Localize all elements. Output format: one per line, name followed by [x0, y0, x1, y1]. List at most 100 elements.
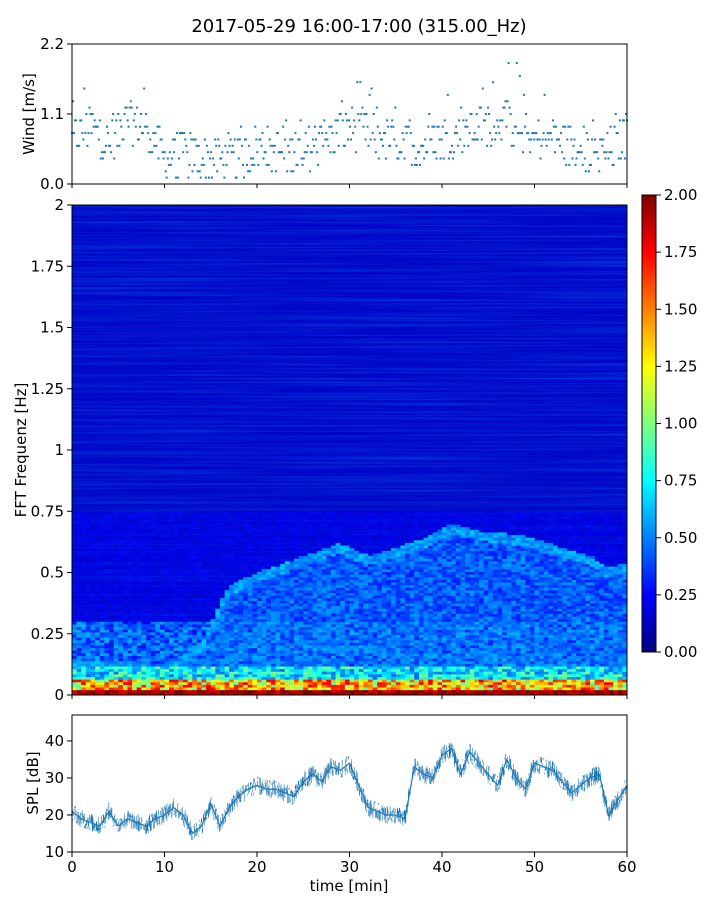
spectrogram-cell	[104, 571, 110, 575]
spectrogram-cell	[326, 569, 332, 573]
spectrogram-cell	[270, 521, 276, 525]
spectrogram-cell	[104, 540, 110, 544]
spectrogram-cell	[210, 592, 216, 596]
spectrogram-cell	[127, 655, 133, 659]
spectrogram-cell	[136, 537, 142, 541]
wind-point	[375, 106, 378, 109]
spectrogram-cell	[81, 511, 87, 515]
spectrogram-cell	[252, 584, 258, 588]
spectrogram-cell	[192, 689, 198, 693]
spectrogram-cell	[335, 679, 341, 683]
spectrogram-cell	[261, 561, 267, 565]
spectrogram-cell	[243, 574, 249, 578]
spectrogram-cell	[335, 650, 341, 654]
spectrogram-cell	[284, 524, 290, 528]
spectrogram-cell	[187, 671, 193, 675]
spectrogram-cell	[233, 553, 239, 557]
spectrogram-cell	[220, 524, 226, 528]
wind-point	[137, 138, 140, 141]
spectrogram-cell	[196, 653, 202, 657]
spectrogram-cell	[90, 532, 96, 536]
spectrogram-cell	[164, 592, 170, 596]
spectrogram-cell	[141, 637, 147, 641]
spectrogram-cell	[354, 548, 360, 552]
spectrogram-cell	[104, 611, 110, 615]
spectrogram-cell	[109, 642, 115, 646]
spectrogram-cell	[178, 626, 184, 630]
spectrogram-cell	[187, 592, 193, 596]
spectrogram-cell	[155, 592, 161, 596]
spectrogram-cell	[136, 655, 142, 659]
spectrogram-cell	[146, 561, 152, 565]
spectrogram-cell	[76, 645, 82, 649]
spectrogram-cell	[95, 542, 101, 546]
spectrogram-cell	[159, 571, 165, 575]
spectrogram-cell	[298, 563, 304, 567]
spectrogram-cell	[321, 655, 327, 659]
spectrogram-cell	[229, 558, 235, 562]
spectrogram-cell	[354, 689, 360, 693]
spectrogram-cell	[113, 689, 119, 693]
spectrogram-cell	[81, 516, 87, 520]
spectrogram-cell	[307, 600, 313, 604]
spectrogram-cell	[99, 634, 105, 638]
spectrogram-cell	[266, 650, 272, 654]
spectrogram-cell	[150, 632, 156, 636]
spectrogram-cell	[183, 571, 189, 575]
wind-point	[488, 113, 490, 115]
spectrogram-cell	[261, 574, 267, 578]
spectrogram-cell	[261, 681, 267, 685]
spectrogram-cell	[340, 605, 346, 609]
spectrogram-cell	[298, 634, 304, 638]
spectrogram-cell	[99, 608, 105, 612]
spectrogram-cell	[81, 671, 87, 675]
spectrogram-cell	[247, 608, 253, 612]
spectrogram-cell	[215, 542, 221, 546]
spectrogram-cell	[243, 558, 249, 562]
spectrogram-cell	[358, 521, 364, 525]
spectrogram-cell	[210, 618, 216, 622]
spectrogram-cell	[284, 548, 290, 552]
spectrogram-cell	[326, 534, 332, 538]
spectrogram-cell	[90, 684, 96, 688]
spectrogram-cell	[344, 555, 350, 559]
spectrogram-cell	[136, 639, 142, 643]
wind-point	[345, 119, 348, 122]
spectrogram-cell	[109, 511, 115, 515]
spectrogram-cell	[298, 537, 304, 541]
spectrogram-cell	[150, 521, 156, 525]
spectrogram-cell	[358, 534, 364, 538]
spectrogram-cell	[321, 595, 327, 599]
spectrogram-cell	[252, 653, 258, 657]
spectrogram-cell	[238, 613, 244, 617]
spectrogram-cell	[349, 579, 355, 583]
spectrogram-cell	[141, 516, 147, 520]
spectrogram-cell	[335, 671, 341, 675]
spectrogram-cell	[155, 608, 161, 612]
spectrogram-cell	[187, 579, 193, 583]
spectrogram-cell	[178, 679, 184, 683]
spectrogram-cell	[178, 563, 184, 567]
spectrogram-cell	[312, 637, 318, 641]
spectrogram-cell	[183, 671, 189, 675]
wind-point	[333, 151, 336, 154]
spectrogram-cell	[275, 555, 281, 559]
spectrogram-cell	[224, 566, 230, 570]
spectrogram-cell	[266, 532, 272, 536]
spectrogram-cell	[173, 668, 179, 672]
spectrogram-cell	[298, 545, 304, 549]
spectrogram-cell	[192, 674, 198, 678]
spectrogram-cell	[173, 550, 179, 554]
spectrogram-cell	[183, 545, 189, 549]
wind-point	[330, 125, 333, 128]
spectrogram-cell	[118, 603, 124, 607]
spectrogram-cell	[307, 584, 313, 588]
spectrogram-cell	[192, 676, 198, 680]
spectrogram-cell	[85, 687, 91, 691]
spectrogram-cell	[280, 618, 286, 622]
spectrogram-cell	[354, 603, 360, 607]
spectrogram-cell	[136, 532, 142, 536]
spectrogram-cell	[155, 513, 161, 517]
spectrogram-cell	[247, 684, 253, 688]
spectrogram-cell	[72, 595, 78, 599]
